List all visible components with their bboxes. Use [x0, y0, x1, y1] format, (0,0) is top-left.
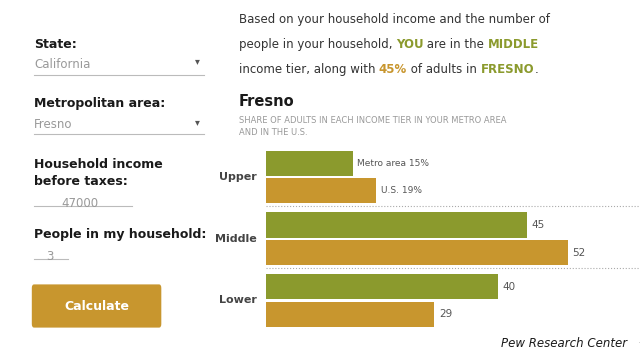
- Text: U.S. 19%: U.S. 19%: [381, 186, 422, 195]
- Text: ✳: ✳: [634, 336, 640, 351]
- Text: 29: 29: [439, 309, 452, 319]
- Text: ▾: ▾: [195, 117, 200, 127]
- Text: Upper: Upper: [219, 172, 257, 182]
- Text: MIDDLE: MIDDLE: [488, 38, 540, 51]
- Text: ▾: ▾: [195, 57, 200, 67]
- Bar: [266, 274, 498, 299]
- Text: SHARE OF ADULTS IN EACH INCOME TIER IN YOUR METRO AREA: SHARE OF ADULTS IN EACH INCOME TIER IN Y…: [239, 116, 506, 125]
- Text: are in the: are in the: [424, 38, 488, 51]
- Text: 47000: 47000: [61, 197, 98, 210]
- Bar: [266, 240, 568, 265]
- Text: Pew Research Center: Pew Research Center: [501, 337, 627, 350]
- Text: Fresno: Fresno: [239, 94, 294, 109]
- Bar: [266, 178, 376, 203]
- Text: 45: 45: [532, 220, 545, 230]
- Text: 3: 3: [46, 250, 54, 263]
- Text: 40: 40: [503, 282, 516, 292]
- Bar: [266, 151, 353, 176]
- Text: AND IN THE U.S.: AND IN THE U.S.: [239, 128, 307, 137]
- Text: State:: State:: [34, 38, 77, 51]
- Text: Calculate: Calculate: [64, 300, 129, 312]
- Text: California: California: [34, 58, 90, 71]
- Text: of adults in: of adults in: [407, 63, 481, 76]
- FancyBboxPatch shape: [32, 284, 161, 328]
- Text: .: .: [534, 63, 538, 76]
- Text: Lower: Lower: [219, 296, 257, 305]
- Text: Based on your household income and the number of: Based on your household income and the n…: [239, 13, 550, 26]
- Text: People in my household:: People in my household:: [34, 228, 207, 240]
- Text: Middle: Middle: [215, 234, 257, 244]
- Bar: [266, 302, 434, 327]
- Bar: [266, 212, 527, 238]
- Text: FRESNO: FRESNO: [481, 63, 534, 76]
- Text: Metropolitan area:: Metropolitan area:: [34, 97, 165, 110]
- Text: Metro area 15%: Metro area 15%: [358, 159, 429, 168]
- Text: 45%: 45%: [379, 63, 407, 76]
- Text: Household income
before taxes:: Household income before taxes:: [34, 158, 163, 188]
- Text: income tier, along with: income tier, along with: [239, 63, 379, 76]
- Text: YOU: YOU: [396, 38, 424, 51]
- Text: Fresno: Fresno: [34, 118, 72, 131]
- Text: 52: 52: [573, 248, 586, 257]
- Text: people in your household,: people in your household,: [239, 38, 396, 51]
